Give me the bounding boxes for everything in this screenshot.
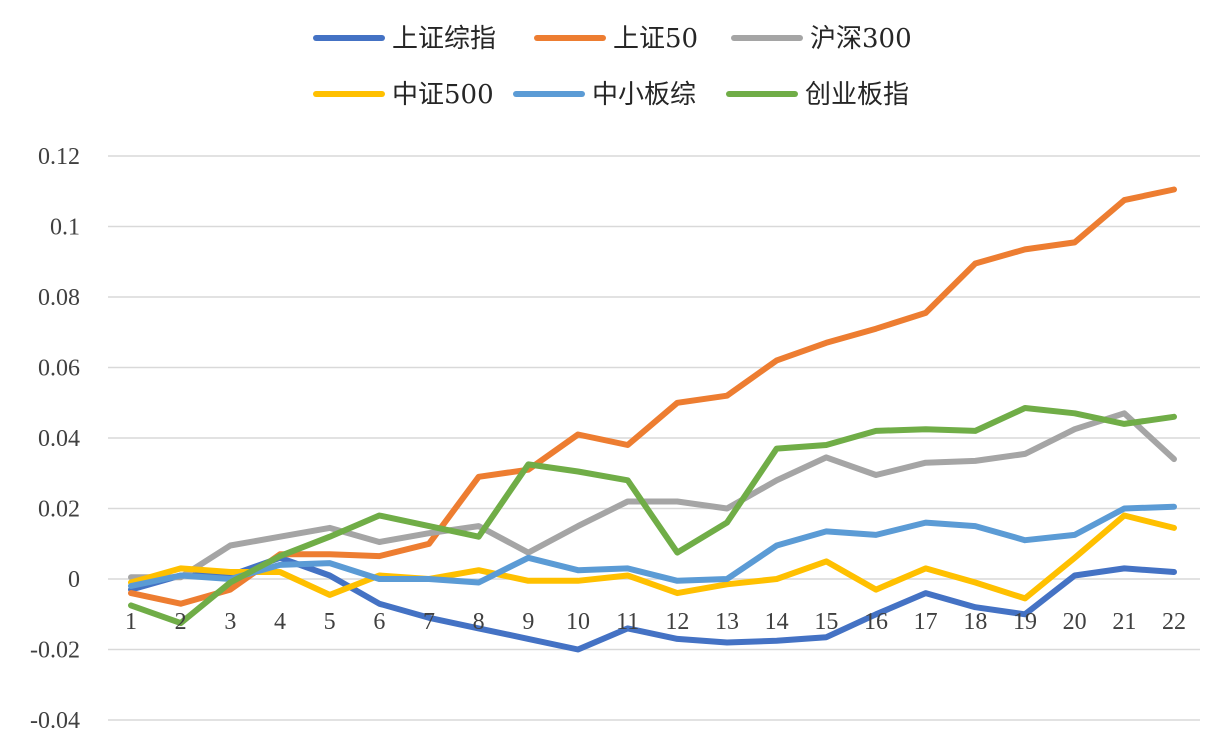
y-axis: 0.12 0.1 0.08 0.06 0.04 0.02 0 -0.02 -0.04 (30, 144, 80, 734)
y-tick-label: -0.02 (30, 638, 80, 664)
x-tick-label: 17 (914, 609, 938, 635)
x-tick-label: 11 (616, 609, 639, 635)
x-tick-label: 7 (423, 609, 435, 635)
series-line-2 (128, 186, 1177, 607)
x-tick-label: 12 (665, 609, 689, 635)
y-tick-label: 0.02 (38, 497, 80, 523)
series-line-3 (128, 410, 1177, 581)
x-tick-label: 22 (1162, 609, 1186, 635)
x-tick-label: 2 (175, 609, 187, 635)
x-tick-label: 13 (715, 609, 739, 635)
x-tick-label: 18 (963, 609, 987, 635)
x-tick-label: 15 (814, 609, 838, 635)
x-tick-label: 8 (473, 609, 485, 635)
x-tick-label: 14 (765, 609, 789, 635)
y-tick-label: 0.12 (38, 144, 80, 170)
legend-item: 创业板指 (726, 80, 909, 110)
legend-item: 上证综指 (313, 24, 496, 54)
y-tick-label: 0.06 (38, 356, 80, 382)
legend-label: 上证综指 (392, 24, 496, 54)
legend-label: 沪深300 (810, 24, 912, 54)
x-tick-label: 5 (324, 609, 336, 635)
x-tick-label: 1 (125, 609, 137, 635)
legend-item: 沪深300 (731, 24, 912, 54)
series-lines (128, 186, 1177, 653)
x-tick-label: 9 (522, 609, 534, 635)
x-tick-label: 10 (566, 609, 590, 635)
x-tick-label: 21 (1112, 609, 1136, 635)
x-tick-label: 16 (864, 609, 888, 635)
y-tick-label: -0.04 (30, 708, 80, 734)
series-line-6 (128, 405, 1177, 627)
x-tick-label: 20 (1063, 609, 1087, 635)
x-tick-label: 4 (274, 609, 286, 635)
gridlines (108, 155, 1200, 721)
series-line-5 (128, 503, 1177, 589)
legend-item: 上证50 (534, 24, 698, 54)
x-tick-label: 6 (373, 609, 385, 635)
x-tick-label: 19 (1013, 609, 1037, 635)
series-line-4 (128, 512, 1177, 602)
x-axis: 1 2 3 4 5 6 7 8 9 10 11 12 13 14 15 16 17 18 19 20 21 22 (125, 609, 1186, 635)
legend-label: 上证50 (613, 24, 698, 54)
y-tick-label: 0.08 (38, 285, 80, 311)
x-tick-label: 3 (224, 609, 236, 635)
legend-item: 中证500 (313, 80, 494, 110)
legend: 上证综指 上证50 沪深300 中证500 中小板综 创业板指 (313, 24, 912, 110)
y-tick-label: 0.04 (38, 426, 80, 452)
legend-label: 创业板指 (805, 80, 909, 110)
legend-item: 中小板综 (513, 80, 696, 110)
y-tick-label: 0.1 (50, 215, 80, 241)
y-tick-label: 0 (68, 567, 80, 593)
legend-label: 中小板综 (592, 80, 696, 110)
legend-label: 中证500 (392, 80, 494, 110)
